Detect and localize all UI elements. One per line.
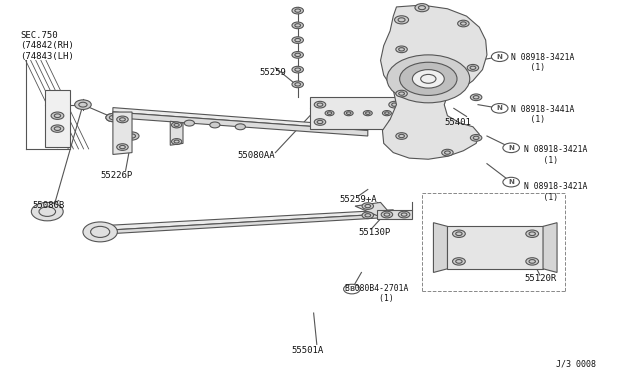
- Circle shape: [83, 222, 117, 242]
- Text: 55120R: 55120R: [524, 274, 556, 283]
- Circle shape: [292, 66, 303, 73]
- Text: SEC.750
(74842(RH)
(74843(LH): SEC.750 (74842(RH) (74843(LH): [20, 31, 74, 61]
- Circle shape: [442, 149, 453, 156]
- Polygon shape: [447, 227, 543, 269]
- Circle shape: [383, 110, 392, 116]
- Polygon shape: [113, 112, 368, 136]
- Circle shape: [389, 119, 400, 125]
- Circle shape: [396, 46, 407, 53]
- Circle shape: [172, 139, 182, 144]
- Circle shape: [412, 70, 444, 88]
- Circle shape: [389, 101, 400, 108]
- Circle shape: [387, 55, 470, 103]
- Text: 55226P: 55226P: [100, 171, 132, 180]
- Circle shape: [452, 230, 465, 237]
- Circle shape: [314, 101, 326, 108]
- Circle shape: [492, 52, 508, 61]
- Circle shape: [292, 7, 303, 14]
- Text: B: B: [349, 286, 355, 292]
- Circle shape: [210, 122, 220, 128]
- Circle shape: [292, 52, 303, 58]
- Circle shape: [503, 143, 520, 153]
- Text: J/3 0008: J/3 0008: [556, 359, 596, 368]
- Polygon shape: [543, 223, 557, 272]
- Circle shape: [399, 62, 457, 96]
- Circle shape: [492, 103, 508, 113]
- Circle shape: [526, 230, 539, 237]
- Polygon shape: [109, 214, 394, 234]
- Circle shape: [236, 124, 246, 130]
- Circle shape: [394, 16, 408, 24]
- Circle shape: [344, 284, 360, 294]
- Text: N: N: [497, 105, 502, 111]
- Circle shape: [116, 116, 128, 123]
- Circle shape: [106, 113, 120, 122]
- Polygon shape: [381, 5, 487, 159]
- Circle shape: [314, 119, 326, 125]
- Text: 55259: 55259: [259, 68, 286, 77]
- Circle shape: [415, 4, 429, 12]
- Polygon shape: [109, 210, 394, 230]
- Circle shape: [398, 211, 410, 218]
- Polygon shape: [433, 223, 447, 272]
- Text: N: N: [508, 145, 514, 151]
- Text: 55080AA: 55080AA: [237, 151, 275, 160]
- Circle shape: [362, 212, 374, 219]
- Circle shape: [75, 100, 92, 109]
- Circle shape: [172, 122, 182, 128]
- Circle shape: [396, 133, 407, 140]
- Text: N 08918-3421A
    (1): N 08918-3421A (1): [524, 182, 588, 202]
- Polygon shape: [310, 97, 403, 129]
- Text: 55401: 55401: [444, 118, 471, 126]
- Text: N 08918-3421A
    (1): N 08918-3421A (1): [524, 145, 588, 165]
- Polygon shape: [113, 108, 368, 131]
- Polygon shape: [378, 210, 412, 219]
- Text: 55130P: 55130P: [358, 228, 390, 237]
- Polygon shape: [170, 121, 183, 145]
- Circle shape: [51, 125, 64, 132]
- Circle shape: [106, 113, 120, 122]
- Text: N 08918-3421A
    (1): N 08918-3421A (1): [511, 53, 575, 73]
- Polygon shape: [113, 112, 132, 154]
- Polygon shape: [45, 90, 70, 147]
- Circle shape: [51, 112, 64, 119]
- Text: B 080B4-2701A
       (1): B 080B4-2701A (1): [346, 283, 409, 303]
- Circle shape: [381, 211, 393, 218]
- Circle shape: [344, 110, 353, 116]
- Text: 55080B: 55080B: [32, 201, 64, 209]
- Circle shape: [325, 110, 334, 116]
- Circle shape: [292, 81, 303, 88]
- Circle shape: [526, 258, 539, 265]
- Circle shape: [364, 110, 372, 116]
- Circle shape: [116, 144, 128, 150]
- Circle shape: [292, 37, 303, 44]
- Text: 55259+A: 55259+A: [339, 195, 377, 204]
- Text: N: N: [508, 179, 514, 185]
- Text: N 08918-3441A
    (1): N 08918-3441A (1): [511, 105, 575, 124]
- Circle shape: [184, 120, 195, 126]
- Circle shape: [467, 64, 479, 71]
- Circle shape: [292, 22, 303, 29]
- Circle shape: [470, 94, 482, 100]
- Text: 55501A: 55501A: [291, 346, 324, 355]
- Circle shape: [362, 203, 374, 209]
- Circle shape: [125, 132, 139, 140]
- Circle shape: [458, 20, 469, 27]
- Circle shape: [503, 177, 520, 187]
- Polygon shape: [355, 202, 387, 217]
- Circle shape: [396, 90, 407, 97]
- Circle shape: [470, 135, 482, 141]
- Circle shape: [452, 258, 465, 265]
- Circle shape: [31, 202, 63, 221]
- Text: N: N: [497, 54, 502, 60]
